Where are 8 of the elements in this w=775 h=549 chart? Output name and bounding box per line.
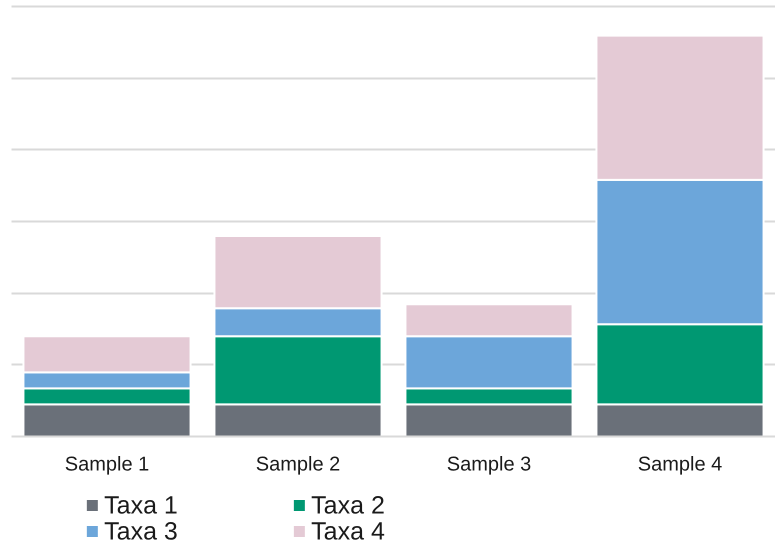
- x-tick-label: Sample 4: [638, 454, 722, 476]
- legend-label: Taxa 1: [104, 492, 178, 520]
- x-tick-label: Sample 1: [64, 454, 150, 476]
- legend-label: Taxa 4: [311, 518, 385, 546]
- x-tick-label: Sample 3: [446, 454, 532, 476]
- x-tick-label: Sample 2: [256, 454, 340, 476]
- legend-label: Taxa 2: [311, 492, 385, 520]
- legend-label: Taxa 3: [104, 518, 178, 546]
